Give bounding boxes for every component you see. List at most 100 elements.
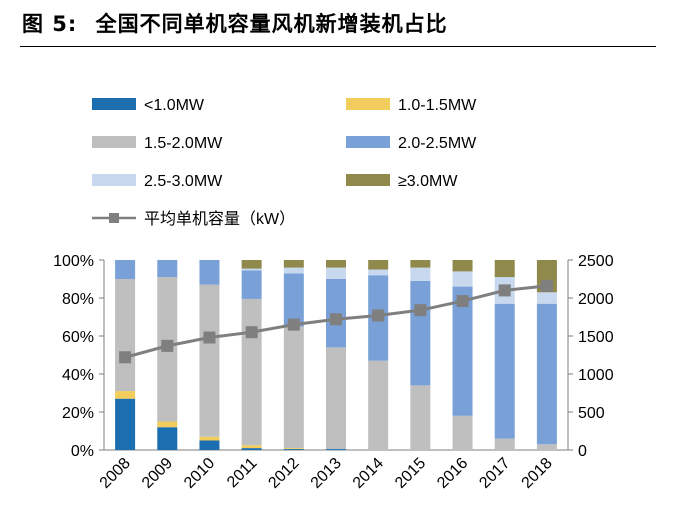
bar-2015-series-3 xyxy=(410,280,431,386)
bar-2016-series-5 xyxy=(452,260,473,272)
bar-2013-series-2 xyxy=(326,347,346,450)
bar-2016-series-3 xyxy=(452,286,473,416)
bar-2017-series-2 xyxy=(494,438,515,450)
x-tick-label-2015: 2015 xyxy=(392,455,429,492)
avg-capacity-point-2018 xyxy=(540,279,553,292)
bar-2018-series-2 xyxy=(536,444,557,450)
figure-title: 图 5: 全国不同单机容量风机新增装机占比 xyxy=(22,8,448,38)
chart-line xyxy=(119,279,553,364)
left-tick-label-4: 80% xyxy=(62,291,94,308)
left-tick-label-5: 100% xyxy=(53,253,94,270)
bar-2012-series-4 xyxy=(283,267,304,274)
bar-2008-series-1 xyxy=(115,391,136,399)
chart-legend: <1.0MW 1.0-1.5MW 1.5-2.0MW 2.0-2.5MW 2.5-3.0… xyxy=(92,97,477,228)
bar-2012-series-0 xyxy=(283,449,304,450)
x-tick-label-2018: 2018 xyxy=(519,455,556,492)
bar-2018-series-3 xyxy=(536,303,557,445)
legend-swatch-2 xyxy=(92,136,136,148)
bar-2011-series-0 xyxy=(241,448,262,450)
bar-2010-series-2 xyxy=(199,284,220,437)
left-tick-label-3: 60% xyxy=(62,329,94,346)
avg-capacity-point-2013 xyxy=(330,313,342,326)
bar-2014-series-5 xyxy=(368,260,389,270)
left-tick-label-0: 0% xyxy=(71,443,94,460)
bar-2010-series-1 xyxy=(199,436,220,441)
legend-label-3: 2.0-2.5MW xyxy=(398,135,477,152)
x-tick-label-2013: 2013 xyxy=(308,455,345,492)
right-tick-label-5: 2500 xyxy=(578,253,614,270)
bar-2015-series-4 xyxy=(410,267,431,281)
left-tick-label-2: 40% xyxy=(62,367,94,384)
bar-2013-series-3 xyxy=(326,279,346,348)
bar-2010-series-3 xyxy=(199,260,220,285)
legend-label-1: 1.0-1.5MW xyxy=(398,97,477,114)
bar-2012-series-5 xyxy=(283,260,304,268)
avg-capacity-point-2010 xyxy=(203,331,216,344)
x-tick-label-2012: 2012 xyxy=(265,455,302,492)
avg-capacity-point-2008 xyxy=(119,351,132,364)
legend-label-4: 2.5-3.0MW xyxy=(144,173,223,190)
avg-capacity-point-2016 xyxy=(456,295,469,308)
avg-capacity-point-2017 xyxy=(498,284,511,297)
legend-swatch-1 xyxy=(346,98,390,110)
x-tick-label-2014: 2014 xyxy=(350,455,387,492)
bar-2012-series-2 xyxy=(283,326,304,449)
right-tick-label-2: 1000 xyxy=(578,367,614,384)
legend-label-5: ≥3.0MW xyxy=(398,173,458,190)
bar-2015-series-2 xyxy=(410,385,431,450)
avg-capacity-point-2015 xyxy=(414,304,427,317)
bar-2016-series-2 xyxy=(452,415,473,450)
avg-capacity-point-2011 xyxy=(245,326,258,339)
right-tick-label-0: 0 xyxy=(578,443,587,460)
legend-label-2: 1.5-2.0MW xyxy=(144,135,223,152)
bar-2013-series-4 xyxy=(326,267,346,279)
avg-capacity-point-2014 xyxy=(372,309,385,322)
x-tick-label-2010: 2010 xyxy=(181,455,218,492)
bar-2008-series-3 xyxy=(115,260,136,279)
bar-2014-series-4 xyxy=(368,269,389,276)
bar-2017-series-5 xyxy=(494,260,515,278)
right-tick-label-1: 500 xyxy=(578,405,605,422)
x-tick-label-2011: 2011 xyxy=(224,455,260,491)
bar-2008-series-2 xyxy=(115,279,136,392)
bar-2011-series-3 xyxy=(241,270,262,299)
bar-2011-series-1 xyxy=(241,445,262,449)
avg-capacity-point-2009 xyxy=(161,339,174,352)
legend-swatch-4 xyxy=(92,174,136,186)
bar-2013-series-5 xyxy=(326,260,346,268)
bar-2009-series-0 xyxy=(157,427,178,450)
bar-2016-series-4 xyxy=(452,271,473,287)
bar-2009-series-3 xyxy=(157,260,178,278)
bar-2010-series-0 xyxy=(199,440,220,450)
right-tick-label-4: 2000 xyxy=(578,291,614,308)
bar-2011-series-2 xyxy=(241,298,262,446)
bar-2011-series-4 xyxy=(241,268,262,271)
bar-2011-series-5 xyxy=(241,260,262,269)
bar-2018-series-4 xyxy=(536,292,557,304)
bar-2017-series-3 xyxy=(494,303,515,439)
legend-swatch-3 xyxy=(346,136,390,148)
bar-2012-series-3 xyxy=(283,273,304,327)
bar-2013-series-0 xyxy=(326,449,346,450)
figure-title-text: 全国不同单机容量风机新增装机占比 xyxy=(95,12,448,36)
figure-number: 图 5: xyxy=(22,12,78,36)
bar-2015-series-5 xyxy=(410,260,431,268)
left-tick-label-1: 20% xyxy=(62,405,94,422)
legend-line-label: 平均单机容量（kW） xyxy=(144,210,295,228)
title-divider xyxy=(20,46,656,47)
legend-line-marker xyxy=(109,213,119,223)
x-tick-label-2016: 2016 xyxy=(434,455,471,492)
chart-bars xyxy=(115,260,557,450)
bar-2009-series-1 xyxy=(157,421,178,428)
bar-2008-series-0 xyxy=(115,398,136,450)
bar-2014-series-2 xyxy=(368,360,389,450)
x-tick-label-2009: 2009 xyxy=(139,455,176,492)
bar-2012-series-1 xyxy=(283,448,304,450)
x-tick-label-2008: 2008 xyxy=(97,455,134,492)
x-tick-label-2017: 2017 xyxy=(476,455,513,492)
legend-swatch-0 xyxy=(92,98,136,110)
right-tick-label-3: 1500 xyxy=(578,329,614,346)
legend-swatch-5 xyxy=(346,174,390,186)
avg-capacity-point-2012 xyxy=(287,318,300,331)
